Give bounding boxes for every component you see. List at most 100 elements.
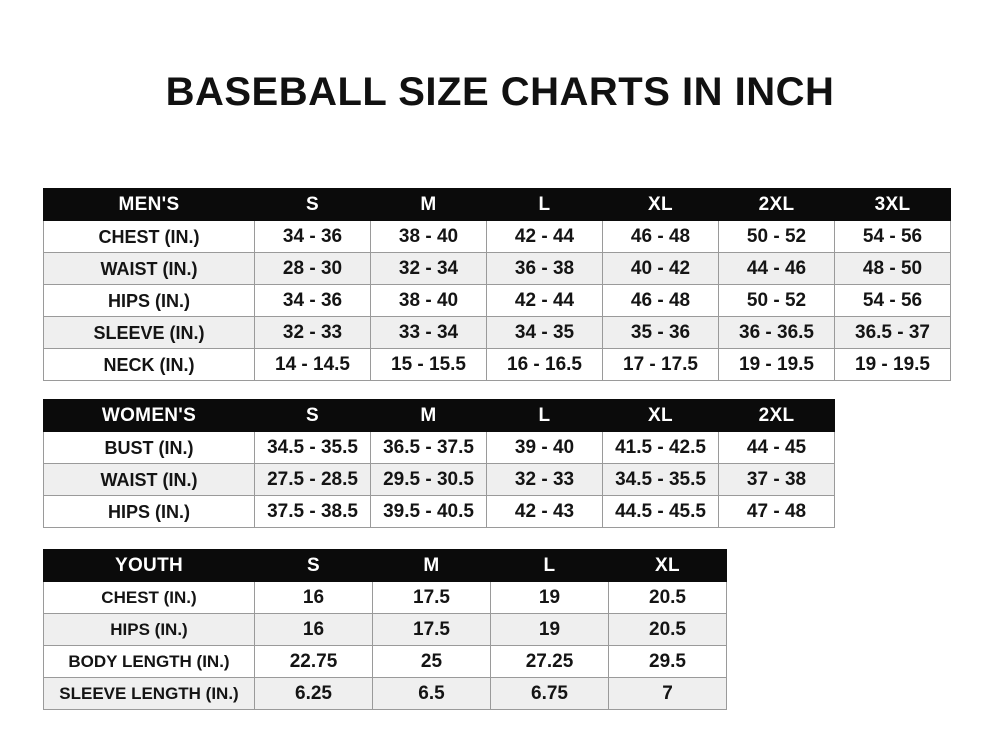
table-row: SLEEVE (IN.) 32 - 33 33 - 34 34 - 35 35 - 36… xyxy=(43,316,951,349)
youth-category-label: YOUTH xyxy=(43,549,255,582)
mens-measure-label: WAIST (IN.) xyxy=(43,252,255,285)
measurement-cell: 33 - 34 xyxy=(370,316,487,349)
measurement-cell: 54 - 56 xyxy=(834,284,951,317)
mens-table-body: CHEST (IN.) 34 - 36 38 - 40 42 - 44 46 - 48 5… xyxy=(43,220,951,381)
youth-table-head: YOUTH S M L XL xyxy=(43,549,727,582)
measurement-cell: 36.5 - 37 xyxy=(834,316,951,349)
womens-header-row: WOMEN'S S M L XL 2XL xyxy=(43,399,835,432)
measurement-cell: 14 - 14.5 xyxy=(254,348,371,381)
measurement-cell: 38 - 40 xyxy=(370,220,487,253)
youth-size-header-xl: XL xyxy=(608,549,727,582)
measurement-cell: 37 - 38 xyxy=(718,463,835,496)
page-title: BASEBALL SIZE CHARTS IN INCH xyxy=(165,70,835,114)
mens-measure-label: SLEEVE (IN.) xyxy=(43,316,255,349)
measurement-cell: 29.5 xyxy=(608,645,727,678)
measurement-cell: 39.5 - 40.5 xyxy=(370,495,487,528)
measurement-cell: 42 - 44 xyxy=(486,284,603,317)
womens-table-head: WOMEN'S S M L XL 2XL xyxy=(43,399,835,432)
table-row: BODY LENGTH (IN.) 22.75 25 27.25 29.5 xyxy=(43,645,727,678)
youth-header-row: YOUTH S M L XL xyxy=(43,549,727,582)
measurement-cell: 7 xyxy=(608,677,727,710)
mens-size-header-xl: XL xyxy=(602,188,719,221)
measurement-cell: 42 - 44 xyxy=(486,220,603,253)
measurement-cell: 6.25 xyxy=(254,677,373,710)
measurement-cell: 32 - 34 xyxy=(370,252,487,285)
measurement-cell: 46 - 48 xyxy=(602,220,719,253)
measurement-cell: 48 - 50 xyxy=(834,252,951,285)
measurement-cell: 36 - 36.5 xyxy=(718,316,835,349)
measurement-cell: 17 - 17.5 xyxy=(602,348,719,381)
youth-measure-label: CHEST (IN.) xyxy=(43,581,255,614)
table-row: HIPS (IN.) 34 - 36 38 - 40 42 - 44 46 - 48 50… xyxy=(43,284,951,317)
measurement-cell: 44 - 45 xyxy=(718,431,835,464)
mens-size-table: MEN'S S M L XL 2XL 3XL CHEST (IN.) 34 - 36 38 - … xyxy=(43,188,951,381)
mens-size-header-3xl: 3XL xyxy=(834,188,951,221)
table-row: BUST (IN.) 34.5 - 35.5 36.5 - 37.5 39 - 40 4… xyxy=(43,431,835,464)
measurement-cell: 17.5 xyxy=(372,613,491,646)
table-row: NECK (IN.) 14 - 14.5 15 - 15.5 16 - 16.5 17 … xyxy=(43,348,951,381)
measurement-cell: 36.5 - 37.5 xyxy=(370,431,487,464)
mens-measure-label: HIPS (IN.) xyxy=(43,284,255,317)
measurement-cell: 6.5 xyxy=(372,677,491,710)
womens-size-header-s: S xyxy=(254,399,371,432)
mens-measure-label: NECK (IN.) xyxy=(43,348,255,381)
table-row: CHEST (IN.) 34 - 36 38 - 40 42 - 44 46 - 48 5… xyxy=(43,220,951,253)
measurement-cell: 6.75 xyxy=(490,677,609,710)
measurement-cell: 37.5 - 38.5 xyxy=(254,495,371,528)
measurement-cell: 50 - 52 xyxy=(718,220,835,253)
measurement-cell: 22.75 xyxy=(254,645,373,678)
measurement-cell: 34.5 - 35.5 xyxy=(254,431,371,464)
measurement-cell: 34 - 36 xyxy=(254,220,371,253)
measurement-cell: 47 - 48 xyxy=(718,495,835,528)
measurement-cell: 16 - 16.5 xyxy=(486,348,603,381)
measurement-cell: 34 - 36 xyxy=(254,284,371,317)
measurement-cell: 44.5 - 45.5 xyxy=(602,495,719,528)
measurement-cell: 25 xyxy=(372,645,491,678)
measurement-cell: 16 xyxy=(254,613,373,646)
womens-measure-label: HIPS (IN.) xyxy=(43,495,255,528)
table-row: HIPS (IN.) 16 17.5 19 20.5 xyxy=(43,613,727,646)
youth-measure-label: HIPS (IN.) xyxy=(43,613,255,646)
table-row: SLEEVE LENGTH (IN.) 6.25 6.5 6.75 7 xyxy=(43,677,727,710)
measurement-cell: 44 - 46 xyxy=(718,252,835,285)
measurement-cell: 32 - 33 xyxy=(254,316,371,349)
table-row: CHEST (IN.) 16 17.5 19 20.5 xyxy=(43,581,727,614)
measurement-cell: 38 - 40 xyxy=(370,284,487,317)
measurement-cell: 28 - 30 xyxy=(254,252,371,285)
measurement-cell: 19 xyxy=(490,581,609,614)
mens-category-label: MEN'S xyxy=(43,188,255,221)
measurement-cell: 17.5 xyxy=(372,581,491,614)
youth-measure-label: SLEEVE LENGTH (IN.) xyxy=(43,677,255,710)
womens-measure-label: BUST (IN.) xyxy=(43,431,255,464)
womens-size-header-2xl: 2XL xyxy=(718,399,835,432)
youth-size-header-m: M xyxy=(372,549,491,582)
measurement-cell: 50 - 52 xyxy=(718,284,835,317)
youth-table-body: CHEST (IN.) 16 17.5 19 20.5 HIPS (IN.) 16 17.5 1… xyxy=(43,581,727,710)
measurement-cell: 39 - 40 xyxy=(486,431,603,464)
mens-measure-label: CHEST (IN.) xyxy=(43,220,255,253)
measurement-cell: 19 - 19.5 xyxy=(834,348,951,381)
mens-header-row: MEN'S S M L XL 2XL 3XL xyxy=(43,188,951,221)
womens-size-header-m: M xyxy=(370,399,487,432)
youth-size-header-l: L xyxy=(490,549,609,582)
measurement-cell: 15 - 15.5 xyxy=(370,348,487,381)
mens-size-header-s: S xyxy=(254,188,371,221)
table-row: WAIST (IN.) 28 - 30 32 - 34 36 - 38 40 - 42 4… xyxy=(43,252,951,285)
table-row: HIPS (IN.) 37.5 - 38.5 39.5 - 40.5 42 - 43 4… xyxy=(43,495,835,528)
table-row: WAIST (IN.) 27.5 - 28.5 29.5 - 30.5 32 - 33… xyxy=(43,463,835,496)
womens-size-header-l: L xyxy=(486,399,603,432)
measurement-cell: 34 - 35 xyxy=(486,316,603,349)
measurement-cell: 34.5 - 35.5 xyxy=(602,463,719,496)
youth-size-table: YOUTH S M L XL CHEST (IN.) 16 17.5 19 20.5 HIPS (… xyxy=(43,549,727,710)
measurement-cell: 36 - 38 xyxy=(486,252,603,285)
measurement-cell: 16 xyxy=(254,581,373,614)
measurement-cell: 41.5 - 42.5 xyxy=(602,431,719,464)
mens-size-header-2xl: 2XL xyxy=(718,188,835,221)
measurement-cell: 27.25 xyxy=(490,645,609,678)
womens-category-label: WOMEN'S xyxy=(43,399,255,432)
measurement-cell: 20.5 xyxy=(608,613,727,646)
measurement-cell: 54 - 56 xyxy=(834,220,951,253)
youth-measure-label: BODY LENGTH (IN.) xyxy=(43,645,255,678)
mens-size-header-l: L xyxy=(486,188,603,221)
